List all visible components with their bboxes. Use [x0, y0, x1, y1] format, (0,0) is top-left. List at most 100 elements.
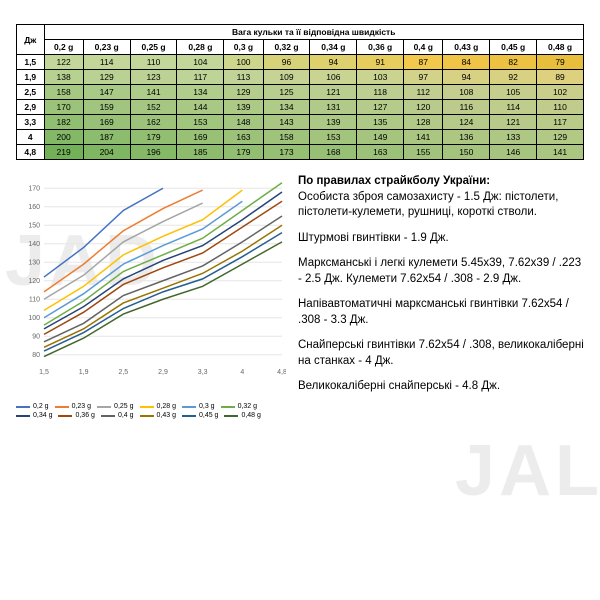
table-cell: 159	[83, 100, 130, 115]
table-cell: 109	[263, 70, 310, 85]
row-header: 2,9	[17, 100, 45, 115]
table-cell: 141	[130, 85, 177, 100]
column-header: 0,36 g	[357, 40, 404, 55]
rules-heading: По правилах страйкболу України:	[298, 175, 490, 187]
table-cell: 138	[44, 70, 83, 85]
svg-text:90: 90	[32, 333, 40, 340]
rules-line-6: Великокаліберні снайперські - 4.8 Дж.	[298, 379, 584, 395]
column-header: 0,43 g	[443, 40, 490, 55]
table-cell: 141	[404, 130, 443, 145]
table-cell: 102	[537, 85, 584, 100]
table-cell: 155	[404, 145, 443, 160]
table-cell: 162	[130, 115, 177, 130]
table-cell: 163	[357, 145, 404, 160]
table-cell: 94	[310, 55, 357, 70]
legend-item: 0,23 g	[55, 403, 91, 410]
table-cell: 79	[537, 55, 584, 70]
table-cell: 118	[357, 85, 404, 100]
table-cell: 170	[44, 100, 83, 115]
row-header: 4	[17, 130, 45, 145]
table-cell: 200	[44, 130, 83, 145]
column-header: 0,34 g	[310, 40, 357, 55]
table-cell: 139	[310, 115, 357, 130]
legend-item: 0,45 g	[182, 412, 218, 419]
rules-line-1: Особиста зброя самозахисту - 1.5 Дж: піс…	[298, 191, 558, 219]
table-cell: 120	[404, 100, 443, 115]
table-cell: 185	[177, 145, 224, 160]
table-cell: 105	[490, 85, 537, 100]
table-cell: 106	[310, 70, 357, 85]
table-cell: 112	[404, 85, 443, 100]
table-cell: 146	[490, 145, 537, 160]
row-header: 3,3	[17, 115, 45, 130]
table-cell: 96	[263, 55, 310, 70]
legend-item: 0,48 g	[224, 412, 260, 419]
table-cell: 135	[357, 115, 404, 130]
table-cell: 131	[310, 100, 357, 115]
svg-text:2,9: 2,9	[158, 369, 168, 376]
legend-item: 0,4 g	[101, 412, 134, 419]
column-header: 0,45 g	[490, 40, 537, 55]
column-header: 0,2 g	[44, 40, 83, 55]
table-cell: 116	[443, 100, 490, 115]
table-cell: 125	[263, 85, 310, 100]
svg-text:3,3: 3,3	[198, 369, 208, 376]
column-header: 0,25 g	[130, 40, 177, 55]
svg-text:130: 130	[28, 259, 40, 266]
table-cell: 153	[177, 115, 224, 130]
legend-item: 0,34 g	[16, 412, 52, 419]
rules-line-2: Штурмові гвинтівки - 1.9 Дж.	[298, 231, 584, 247]
legend-item: 0,2 g	[16, 403, 49, 410]
table-cell: 152	[130, 100, 177, 115]
line-chart: 80901001101201301401501601701,51,92,52,9…	[16, 174, 286, 419]
table-cell: 82	[490, 55, 537, 70]
svg-text:4: 4	[240, 369, 244, 376]
table-cell: 129	[224, 85, 263, 100]
table-cell: 163	[224, 130, 263, 145]
legend-item: 0,32 g	[221, 403, 257, 410]
table-cell: 84	[443, 55, 490, 70]
table-cell: 97	[404, 70, 443, 85]
velocity-table: Дж Вага кульки та її відповідна швидкіст…	[16, 24, 584, 160]
table-cell: 121	[310, 85, 357, 100]
legend-item: 0,3 g	[182, 403, 215, 410]
table-cell: 204	[83, 145, 130, 160]
table-cell: 124	[443, 115, 490, 130]
table-cell: 117	[177, 70, 224, 85]
row-header: 4,8	[17, 145, 45, 160]
table-cell: 150	[443, 145, 490, 160]
svg-text:140: 140	[28, 241, 40, 248]
table-cell: 134	[177, 85, 224, 100]
table-cell: 103	[357, 70, 404, 85]
table-cell: 169	[83, 115, 130, 130]
table-cell: 149	[357, 130, 404, 145]
rules-line-3: Марксманські і легкі кулемети 5.45х39, 7…	[298, 256, 584, 287]
table-cell: 196	[130, 145, 177, 160]
table-cell: 158	[44, 85, 83, 100]
table-cell: 121	[490, 115, 537, 130]
row-header: 1,5	[17, 55, 45, 70]
legend-item: 0,36 g	[58, 412, 94, 419]
svg-text:4,8: 4,8	[277, 369, 286, 376]
svg-text:150: 150	[28, 222, 40, 229]
table-cell: 143	[263, 115, 310, 130]
table-cell: 110	[130, 55, 177, 70]
table-cell: 110	[537, 100, 584, 115]
table-cell: 182	[44, 115, 83, 130]
table-cell: 169	[177, 130, 224, 145]
legend-item: 0,25 g	[97, 403, 133, 410]
rules-line-4: Напівавтоматичні марксманські гвинтівки …	[298, 297, 584, 328]
table-cell: 127	[357, 100, 404, 115]
column-header: 0,23 g	[83, 40, 130, 55]
table-cell: 134	[263, 100, 310, 115]
table-cell: 141	[537, 145, 584, 160]
table-cell: 108	[443, 85, 490, 100]
svg-text:170: 170	[28, 185, 40, 192]
table-cell: 117	[537, 115, 584, 130]
table-cell: 187	[83, 130, 130, 145]
table-cell: 158	[263, 130, 310, 145]
table-cell: 153	[310, 130, 357, 145]
table-cell: 100	[224, 55, 263, 70]
row-header: 2,5	[17, 85, 45, 100]
svg-text:110: 110	[29, 296, 40, 303]
